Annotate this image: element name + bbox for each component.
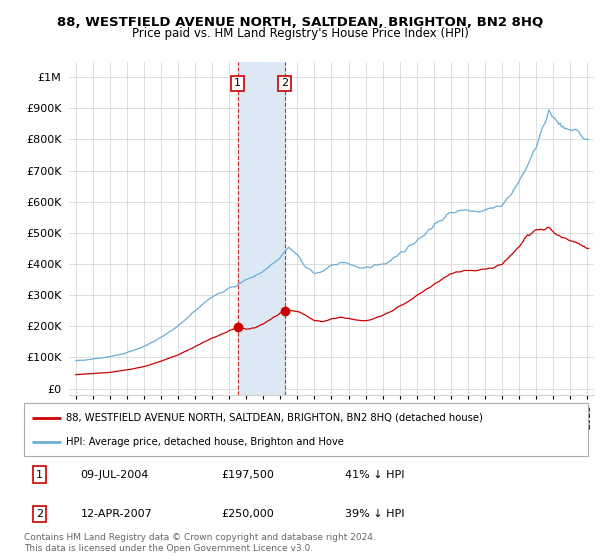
- FancyBboxPatch shape: [24, 403, 588, 456]
- Text: Contains HM Land Registry data © Crown copyright and database right 2024.
This d: Contains HM Land Registry data © Crown c…: [24, 533, 376, 553]
- Text: Price paid vs. HM Land Registry's House Price Index (HPI): Price paid vs. HM Land Registry's House …: [131, 27, 469, 40]
- Text: 12-APR-2007: 12-APR-2007: [80, 509, 152, 519]
- Text: HPI: Average price, detached house, Brighton and Hove: HPI: Average price, detached house, Brig…: [66, 437, 344, 447]
- Text: 2: 2: [36, 509, 43, 519]
- Text: 1: 1: [36, 470, 43, 479]
- Text: 1: 1: [234, 78, 241, 88]
- Text: 39% ↓ HPI: 39% ↓ HPI: [346, 509, 405, 519]
- Text: 41% ↓ HPI: 41% ↓ HPI: [346, 470, 405, 479]
- Bar: [238, 62, 284, 395]
- Text: 88, WESTFIELD AVENUE NORTH, SALTDEAN, BRIGHTON, BN2 8HQ (detached house): 88, WESTFIELD AVENUE NORTH, SALTDEAN, BR…: [66, 413, 483, 423]
- Text: £197,500: £197,500: [221, 470, 274, 479]
- Text: 09-JUL-2004: 09-JUL-2004: [80, 470, 149, 479]
- Text: £250,000: £250,000: [221, 509, 274, 519]
- Text: 88, WESTFIELD AVENUE NORTH, SALTDEAN, BRIGHTON, BN2 8HQ: 88, WESTFIELD AVENUE NORTH, SALTDEAN, BR…: [57, 16, 543, 29]
- Text: 2: 2: [281, 78, 288, 88]
